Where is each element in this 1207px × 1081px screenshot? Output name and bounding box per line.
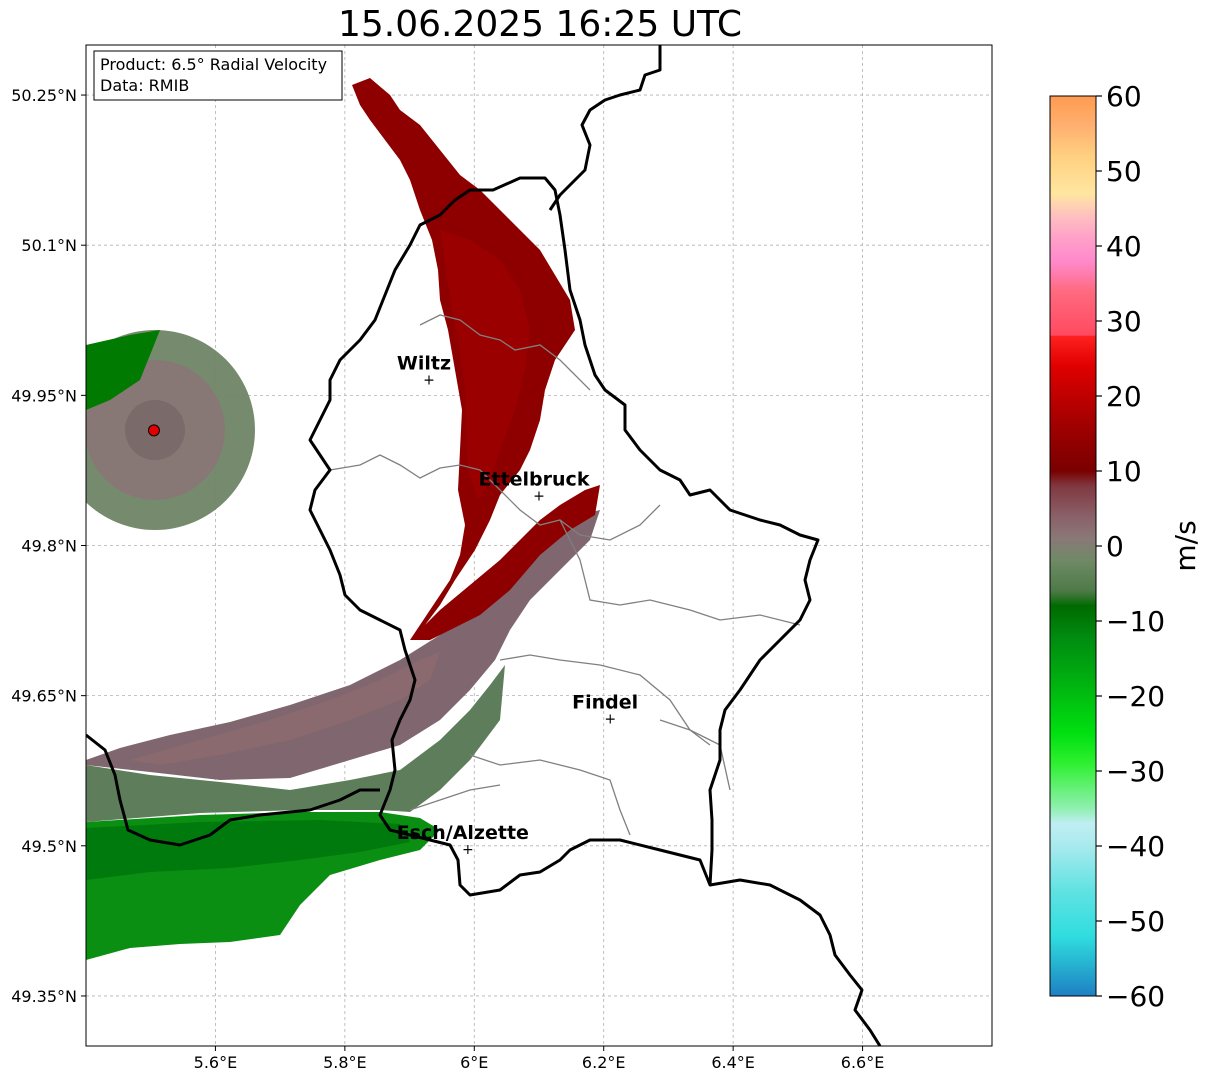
colorbar-tick-label: 50 (1106, 155, 1142, 188)
echo-neutral-arc-light (130, 652, 440, 765)
colorbar-unit-label: m/s (1169, 520, 1202, 571)
y-tick-label: 50.1°N (21, 236, 77, 255)
city-ettelbruck: +Ettelbruck (479, 468, 590, 504)
echo-green-band-dark (86, 820, 410, 880)
echo-red-band-core (440, 230, 530, 500)
x-tick-label: 6.4°E (711, 1053, 755, 1072)
city-marker: + (462, 842, 474, 858)
city-wiltz: +Wiltz (397, 352, 451, 388)
city-marker: + (533, 488, 545, 504)
colorbar-tick-label: −50 (1106, 905, 1165, 938)
colorbar-ticks: 60 50 40 30 20 10 0 −10 −20 −30 −40 −50 −60 (1096, 80, 1165, 1013)
y-tick-label: 50.25°N (11, 86, 77, 105)
colorbar-tick-label: 10 (1106, 455, 1142, 488)
city-label: Wiltz (397, 352, 451, 374)
colorbar-tick-label: −30 (1106, 755, 1165, 788)
colorbar-tick-label: 0 (1106, 530, 1124, 563)
y-tick-label: 49.8°N (21, 537, 77, 556)
colorbar-tick-label: −40 (1106, 830, 1165, 863)
info-box: Product: 6.5° Radial Velocity Data: RMIB (93, 50, 343, 101)
x-axis-ticks: 5.6°E 5.8°E 6°E 6.2°E 6.4°E 6.6°E (194, 1046, 885, 1072)
x-tick-label: 5.6°E (194, 1053, 238, 1072)
canton-boundaries (329, 314, 801, 836)
x-tick-label: 6.6°E (841, 1053, 885, 1072)
info-data-source: Data: RMIB (100, 76, 189, 95)
city-label: Ettelbruck (479, 468, 590, 490)
city-marker: + (423, 372, 435, 388)
colorbar-tick-label: −20 (1106, 680, 1165, 713)
y-tick-label: 49.5°N (21, 837, 77, 856)
colorbar-tick-label: −60 (1106, 980, 1165, 1013)
city-layer: +Wiltz+Ettelbruck+Findel+Esch/Alzette (397, 352, 639, 857)
city-esch-alzette: +Esch/Alzette (397, 822, 529, 858)
echo-muted-green-arc (86, 665, 505, 822)
radar-site-marker (147, 424, 160, 437)
colorbar-tick-label: 40 (1106, 230, 1142, 263)
colorbar-tick-label: 30 (1106, 305, 1142, 338)
city-findel: +Findel (572, 692, 638, 728)
info-product: Product: 6.5° Radial Velocity (100, 55, 327, 74)
colorbar-tick-label: 20 (1106, 380, 1142, 413)
x-tick-label: 6°E (460, 1053, 488, 1072)
echo-radar-clutter-green (86, 330, 160, 410)
colorbar-tick-label: 60 (1106, 80, 1142, 113)
echo-neutral-arc (86, 510, 600, 780)
colorbar: 60 50 40 30 20 10 0 −10 −20 −30 −40 −50 −60 m/s (1049, 80, 1202, 1013)
city-label: Esch/Alzette (397, 822, 529, 844)
y-tick-label: 49.95°N (11, 386, 77, 405)
y-tick-label: 49.65°N (11, 687, 77, 706)
country-borders (86, 45, 882, 1046)
x-tick-label: 6.2°E (582, 1053, 626, 1072)
colorbar-tick-label: −10 (1106, 605, 1165, 638)
y-tick-label: 49.35°N (11, 987, 77, 1006)
y-axis-ticks: 50.25°N 50.1°N 49.95°N 49.8°N 49.65°N 49.5°N 4… (11, 86, 86, 1006)
x-tick-label: 5.8°E (323, 1053, 367, 1072)
city-label: Findel (572, 692, 638, 714)
city-marker: + (604, 712, 616, 728)
colorbar-scale (1049, 95, 1097, 997)
map-title: 15.06.2025 16:25 UTC (337, 4, 743, 45)
